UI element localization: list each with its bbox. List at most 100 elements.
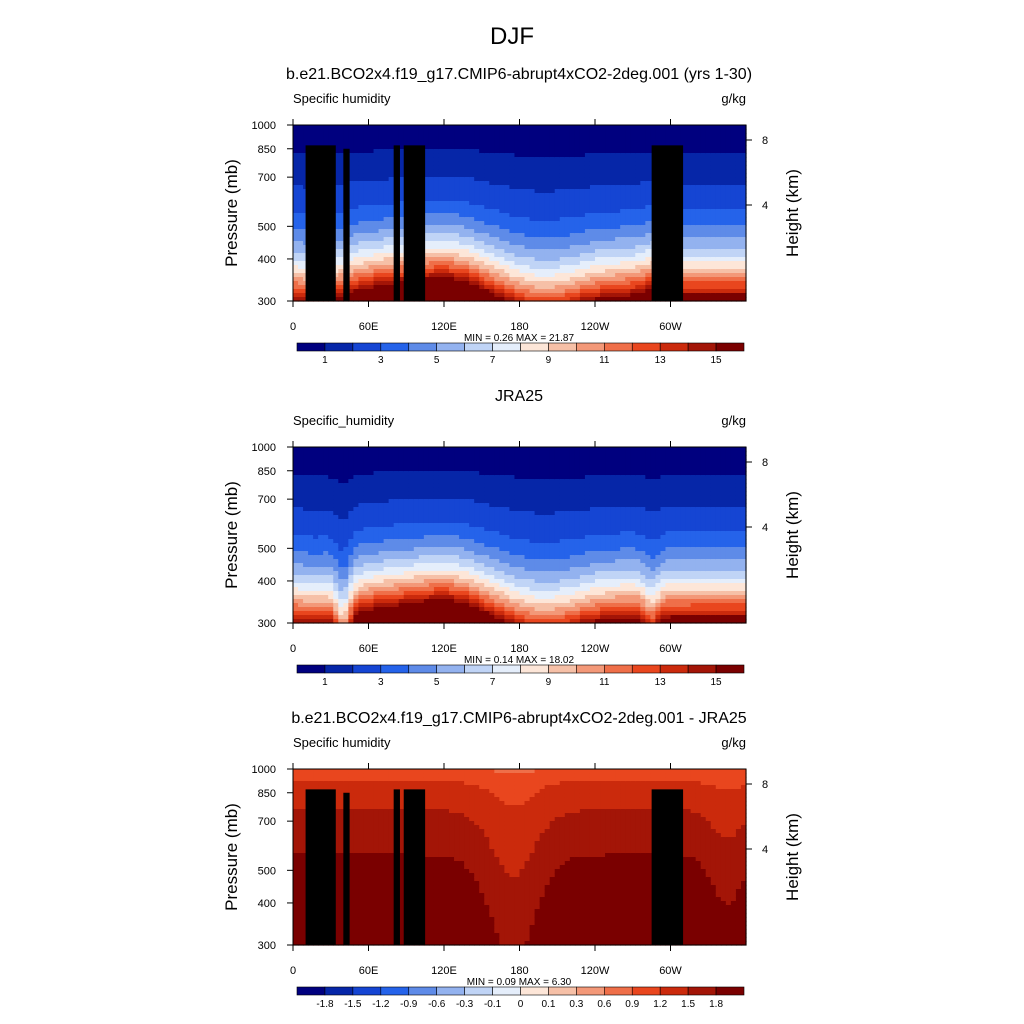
heatmap-cell <box>544 153 551 158</box>
heatmap-cell <box>308 551 314 556</box>
heatmap-cell <box>559 213 566 218</box>
heatmap-cell <box>584 177 591 182</box>
heatmap-cell <box>343 141 349 146</box>
heatmap-cell <box>539 229 546 234</box>
heatmap-cell <box>630 265 636 270</box>
heatmap-cell <box>363 587 370 592</box>
heatmap-cell <box>333 523 339 528</box>
heatmap-cell <box>338 515 344 520</box>
heatmap-cell <box>328 563 334 568</box>
heatmap-cell <box>675 141 682 146</box>
heatmap-cell <box>670 125 677 130</box>
heatmap-cell <box>378 499 385 504</box>
heatmap-cell <box>620 297 626 302</box>
heatmap-cell <box>363 185 370 190</box>
heatmap-cell <box>293 571 299 576</box>
heatmap-cell <box>549 273 556 278</box>
heatmap-cell <box>343 559 349 564</box>
heatmap-cell <box>393 499 400 504</box>
heatmap-cell <box>499 141 505 146</box>
heatmap-cell <box>373 507 380 512</box>
heatmap-cell <box>303 467 309 472</box>
heatmap-cell <box>298 539 304 544</box>
heatmap-cell <box>338 567 344 572</box>
heatmap-cell <box>630 281 636 286</box>
heatmap-cell <box>428 145 435 150</box>
heatmap-cell <box>363 479 370 484</box>
heatmap-cell <box>469 253 475 258</box>
heatmap-cell <box>579 249 586 254</box>
heatmap-cell <box>474 197 480 202</box>
heatmap-cell <box>479 197 485 202</box>
heatmap-cell <box>514 205 521 210</box>
heatmap-cell <box>368 463 375 468</box>
heatmap-cell <box>308 475 314 480</box>
heatmap-cell <box>625 245 631 250</box>
heatmap-cell <box>358 133 365 138</box>
heatmap-cell <box>373 519 380 524</box>
heatmap-cell <box>600 281 606 286</box>
heatmap-cell <box>645 277 651 282</box>
heatmap-cell <box>630 285 636 290</box>
heatmap-cell <box>444 277 450 282</box>
y-tick-label: 700 <box>258 172 276 184</box>
heatmap-cell <box>303 591 309 596</box>
heatmap-cell <box>494 185 500 190</box>
heatmap-cell <box>363 237 370 242</box>
heatmap-cell <box>293 599 299 604</box>
heatmap-cell <box>318 455 324 460</box>
heatmap-cell <box>529 269 536 274</box>
heatmap-cell <box>328 491 334 496</box>
heatmap-cell <box>353 447 360 452</box>
heatmap-cell <box>358 201 365 206</box>
heatmap-cell <box>589 165 596 170</box>
heatmap-cell <box>454 249 460 254</box>
heatmap-cell <box>403 133 410 138</box>
heatmap-cell <box>559 129 566 134</box>
heatmap-cell <box>610 289 616 294</box>
heatmap-cell <box>383 515 390 520</box>
heatmap-cell <box>600 133 606 138</box>
heatmap-cell <box>700 165 707 170</box>
heatmap-cell <box>720 189 727 194</box>
heatmap-cell <box>479 241 485 246</box>
heatmap-cell <box>474 145 480 150</box>
heatmap-cell <box>378 141 385 146</box>
heatmap-cell <box>363 161 370 166</box>
heatmap-cell <box>464 153 470 158</box>
heatmap-cell <box>338 507 344 512</box>
heatmap-cell <box>579 177 586 182</box>
heatmap-cell <box>298 289 304 294</box>
heatmap-cell <box>494 181 500 186</box>
heatmap-cell <box>589 185 596 190</box>
heatmap-cell <box>378 265 385 270</box>
heatmap-cell <box>423 261 430 266</box>
heatmap-cell <box>479 217 485 222</box>
heatmap-cell <box>428 293 435 298</box>
heatmap-cell <box>620 201 626 206</box>
heatmap-cell <box>574 253 581 258</box>
heatmap-cell <box>559 173 566 178</box>
heatmap-cell <box>368 185 375 190</box>
heatmap-cell <box>474 165 480 170</box>
heatmap-cell <box>303 499 309 504</box>
heatmap-cell <box>625 165 631 170</box>
heatmap-cell <box>363 269 370 274</box>
heatmap-cell <box>544 297 551 302</box>
heatmap-cell <box>328 471 334 476</box>
heatmap-cell <box>388 543 395 548</box>
heatmap-cell <box>438 277 445 282</box>
heatmap-cell <box>519 153 526 158</box>
heatmap-cell <box>313 455 319 460</box>
heatmap-cell <box>343 551 349 556</box>
heatmap-cell <box>323 503 329 508</box>
colorbar-swatch <box>659 342 689 352</box>
heatmap-cell <box>600 129 606 134</box>
heatmap-cell <box>725 149 732 154</box>
heatmap-cell <box>393 129 400 134</box>
heatmap-cell <box>705 281 712 286</box>
heatmap-cell <box>363 197 370 202</box>
heatmap-cell <box>298 189 304 194</box>
heatmap-cell <box>519 141 526 146</box>
heatmap-cell <box>680 241 687 246</box>
